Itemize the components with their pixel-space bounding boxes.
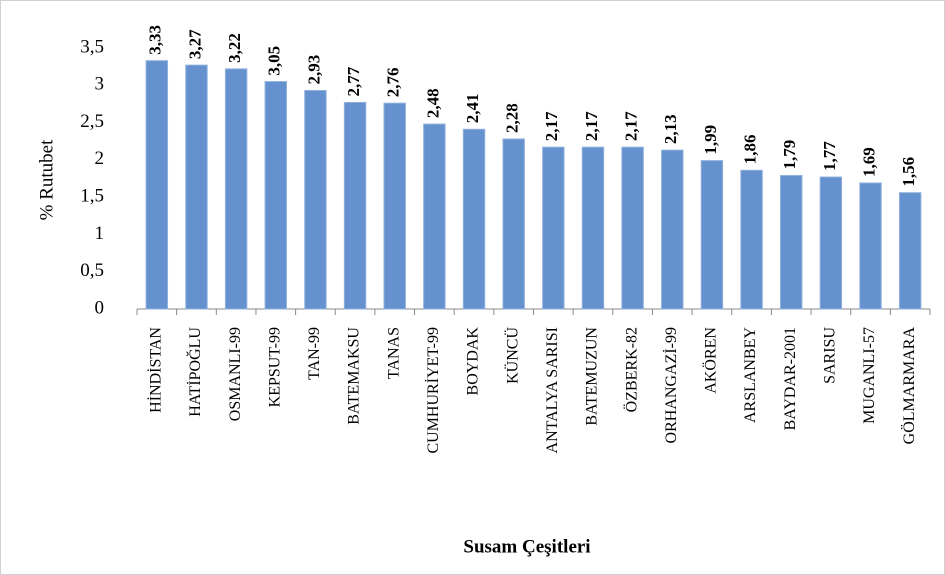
x-tick-label: GÖLMARMARA	[900, 327, 918, 445]
value-label: 2,13	[661, 114, 680, 144]
bar	[898, 192, 922, 310]
y-tick-label: 2,5	[80, 111, 104, 132]
y-tick-label: 0,5	[80, 260, 104, 281]
bar	[264, 81, 287, 310]
bar	[224, 68, 248, 310]
bar	[304, 90, 327, 310]
value-label: 2,76	[384, 67, 403, 97]
x-tick-label: SARISU	[822, 327, 839, 384]
y-tick-label: 0	[95, 297, 105, 318]
y-tick-label: 3,5	[80, 36, 104, 57]
x-tick-label: CUMHURİYET-99	[424, 327, 442, 454]
bar	[383, 102, 406, 310]
x-tick-label: OSMANLI-99	[227, 327, 244, 421]
value-label: 3,27	[185, 29, 204, 59]
bar	[581, 146, 605, 310]
value-label: 2,77	[344, 66, 363, 96]
bar	[542, 146, 565, 310]
bar	[700, 160, 724, 310]
value-label: 2,93	[304, 55, 323, 85]
value-label: 1,99	[701, 125, 720, 155]
bar	[502, 138, 525, 310]
bar	[145, 60, 169, 310]
y-tick-label: 1,5	[80, 186, 104, 207]
y-axis-title: % Rutubet	[36, 139, 57, 220]
x-tick-label: MUGANLI-57	[861, 327, 878, 424]
x-tick-label: AKÖREN	[702, 327, 720, 394]
x-tick-label: BATEMUZUN	[584, 327, 601, 426]
x-tick-label: TAN-99	[306, 327, 323, 380]
value-label: 1,56	[899, 157, 918, 187]
bar	[621, 146, 644, 310]
x-tick-label: ANTALYA SARISI	[544, 327, 561, 453]
bar	[661, 149, 684, 310]
value-label: 3,22	[225, 33, 244, 63]
value-label: 2,17	[622, 111, 641, 141]
x-tick-label: BATEMAKSU	[346, 327, 363, 425]
y-tick-label: 3	[95, 74, 105, 95]
value-label: 2,41	[463, 94, 482, 124]
y-tick-label: 2	[95, 148, 105, 169]
value-label: 2,17	[582, 111, 601, 141]
x-tick-label: ARSLANBEY	[742, 327, 759, 423]
value-label: 1,86	[740, 135, 759, 165]
x-tick-label: ÖZBERK-82	[622, 327, 640, 412]
bar	[780, 175, 803, 310]
bar	[819, 176, 843, 310]
bar	[859, 182, 882, 310]
bar	[423, 123, 446, 310]
y-tick-label: 1	[95, 223, 105, 244]
bar	[462, 128, 486, 310]
value-label: 2,28	[503, 103, 522, 133]
value-label: 1,79	[780, 140, 799, 170]
value-label: 2,48	[423, 88, 442, 118]
value-label: 3,05	[265, 46, 284, 76]
bar	[740, 169, 763, 310]
x-axis-title: Susam Çeşitleri	[463, 536, 590, 557]
x-tick-label: KÜNCÜ	[503, 327, 521, 384]
x-tick-label: KEPSUT-99	[266, 327, 283, 407]
x-tick-label: ORHANGAZİ-99	[662, 327, 680, 443]
value-label: 2,17	[542, 111, 561, 141]
x-tick-label: BOYDAK	[465, 327, 482, 396]
bar	[343, 101, 367, 310]
value-label: 3,33	[146, 25, 165, 55]
x-tick-label: BAYDAR-2001	[782, 327, 799, 430]
x-tick-label: HİNDİSTAN	[146, 327, 164, 413]
x-tick-label: TANAS	[385, 327, 402, 379]
value-label: 1,77	[820, 141, 839, 171]
value-label: 1,69	[859, 147, 878, 177]
x-tick-label: HATİPOĞLU	[185, 327, 204, 417]
bar	[185, 64, 208, 310]
